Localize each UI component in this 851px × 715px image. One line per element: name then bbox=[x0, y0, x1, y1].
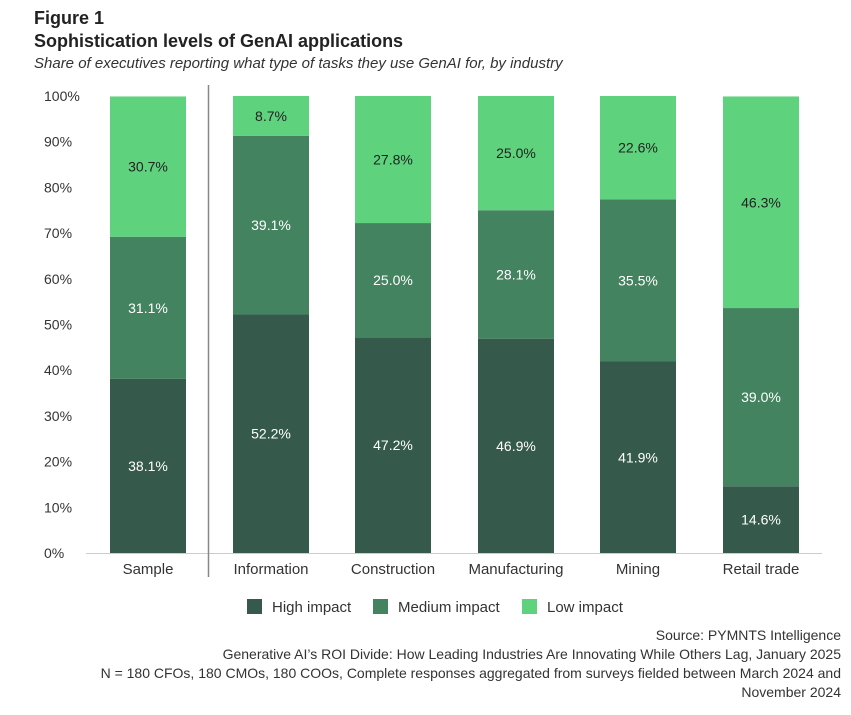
data-label: 39.1% bbox=[251, 217, 291, 233]
legend-label-high: High impact bbox=[272, 599, 352, 616]
bar-segment-high bbox=[233, 314, 309, 553]
y-tick-label: 70% bbox=[44, 225, 72, 241]
bar-segment-high bbox=[110, 378, 186, 553]
x-tick-label: Manufacturing bbox=[468, 561, 563, 578]
y-tick-label: 80% bbox=[44, 179, 72, 195]
data-label: 30.7% bbox=[128, 159, 168, 175]
bar-segment-high bbox=[723, 486, 799, 553]
sample-note-line2: November 2024 bbox=[741, 684, 841, 700]
data-label: 47.2% bbox=[373, 437, 413, 453]
stacked-bar-chart: 0% 10% 20% 30% 40% 50% 60% 70% 80% 90% 100% 38.1% 31… bbox=[44, 85, 822, 616]
x-tick-label: Information bbox=[233, 561, 308, 578]
bar-segment-medium bbox=[110, 236, 186, 379]
bar-segment-medium bbox=[723, 308, 799, 487]
bar-segment-high bbox=[355, 337, 431, 553]
bar-segment-low bbox=[478, 96, 554, 211]
y-tick-label: 60% bbox=[44, 271, 72, 287]
sample-note-line1: N = 180 CFOs, 180 CMOs, 180 COOs, Comple… bbox=[100, 665, 841, 681]
bar-segment-low bbox=[723, 96, 799, 309]
data-label: 52.2% bbox=[251, 426, 291, 442]
data-label: 35.5% bbox=[618, 272, 658, 288]
data-label: 41.9% bbox=[618, 449, 658, 465]
bar-segment-high bbox=[478, 338, 554, 553]
x-tick-label: Retail trade bbox=[723, 561, 800, 578]
chart-subtitle: Share of executives reporting what type … bbox=[34, 55, 563, 72]
y-tick-label: 30% bbox=[44, 408, 72, 424]
figure-label: Figure 1 bbox=[34, 8, 105, 28]
bar-segment-medium bbox=[600, 199, 676, 362]
bar-segment-high bbox=[600, 361, 676, 553]
bar-segment-medium bbox=[478, 210, 554, 339]
data-label: 14.6% bbox=[741, 512, 781, 528]
y-tick-label: 20% bbox=[44, 454, 72, 470]
y-tick-label: 40% bbox=[44, 362, 72, 378]
legend-label-medium: Medium impact bbox=[398, 599, 501, 616]
legend-swatch-low bbox=[522, 599, 537, 614]
y-tick-label: 100% bbox=[44, 88, 80, 104]
y-tick-label: 10% bbox=[44, 499, 72, 515]
data-label: 38.1% bbox=[128, 458, 168, 474]
data-label: 25.0% bbox=[496, 145, 536, 161]
chart-footer: Source: PYMNTS Intelligence Generative A… bbox=[21, 626, 841, 702]
x-tick-label: Construction bbox=[351, 561, 435, 578]
data-label: 8.7% bbox=[255, 108, 287, 124]
bar-segment-medium bbox=[355, 223, 431, 338]
legend-swatch-medium bbox=[373, 599, 388, 614]
legend-label-low: Low impact bbox=[547, 599, 624, 616]
data-label: 31.1% bbox=[128, 300, 168, 316]
report-note: Generative AI’s ROI Divide: How Leading … bbox=[222, 646, 841, 662]
bar-segment-low bbox=[355, 96, 431, 224]
y-tick-label: 50% bbox=[44, 317, 72, 333]
data-label: 25.0% bbox=[373, 272, 413, 288]
bar-segment-low bbox=[110, 96, 186, 237]
y-tick-label: 90% bbox=[44, 134, 72, 150]
data-label: 46.9% bbox=[496, 438, 536, 454]
source-note: Source: PYMNTS Intelligence bbox=[655, 627, 841, 643]
data-label: 39.0% bbox=[741, 389, 781, 405]
data-label: 22.6% bbox=[618, 140, 658, 156]
data-label: 28.1% bbox=[496, 266, 536, 282]
bar-segment-low bbox=[600, 96, 676, 200]
data-label: 46.3% bbox=[741, 194, 781, 210]
data-label: 27.8% bbox=[373, 152, 413, 168]
x-tick-label: Mining bbox=[616, 561, 660, 578]
legend-swatch-high bbox=[247, 599, 262, 614]
y-tick-label: 0% bbox=[44, 545, 64, 561]
bar-segment-low bbox=[233, 96, 309, 136]
x-tick-label: Sample bbox=[123, 561, 174, 578]
bar-segment-medium bbox=[233, 135, 309, 315]
chart-title: Sophistication levels of GenAI applicati… bbox=[34, 31, 404, 51]
